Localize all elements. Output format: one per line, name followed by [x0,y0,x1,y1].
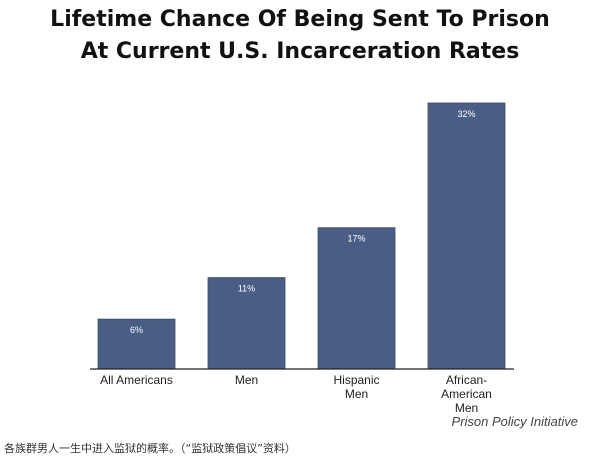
chart-title: Lifetime Chance Of Being Sent To Prison … [0,4,600,68]
x-tick-label: Men [345,387,368,401]
x-tick-label: African- [446,373,487,387]
chart-title-line-2: At Current U.S. Incarceration Rates [80,39,520,64]
x-tick-label: All Americans [100,373,173,387]
bar [317,227,396,370]
bar [427,102,506,370]
image-caption: 各族群男人一生中进入监狱的概率。（“监狱政策倡议”资料） [4,442,296,455]
bar-value-label: 32% [457,109,475,119]
bar-value-label: 6% [130,325,143,335]
bar [207,277,286,370]
source-credit: Prison Policy Initiative [451,414,578,429]
x-tick-label: Men [455,401,478,415]
bar-value-label: 17% [347,234,365,244]
x-tick-label: Hispanic [333,373,379,387]
chart-title-line-1: Lifetime Chance Of Being Sent To Prison [50,7,550,32]
bar-value-label: 11% [238,284,255,294]
x-tick-label: American [441,387,492,401]
x-tick-label: Men [235,373,258,387]
